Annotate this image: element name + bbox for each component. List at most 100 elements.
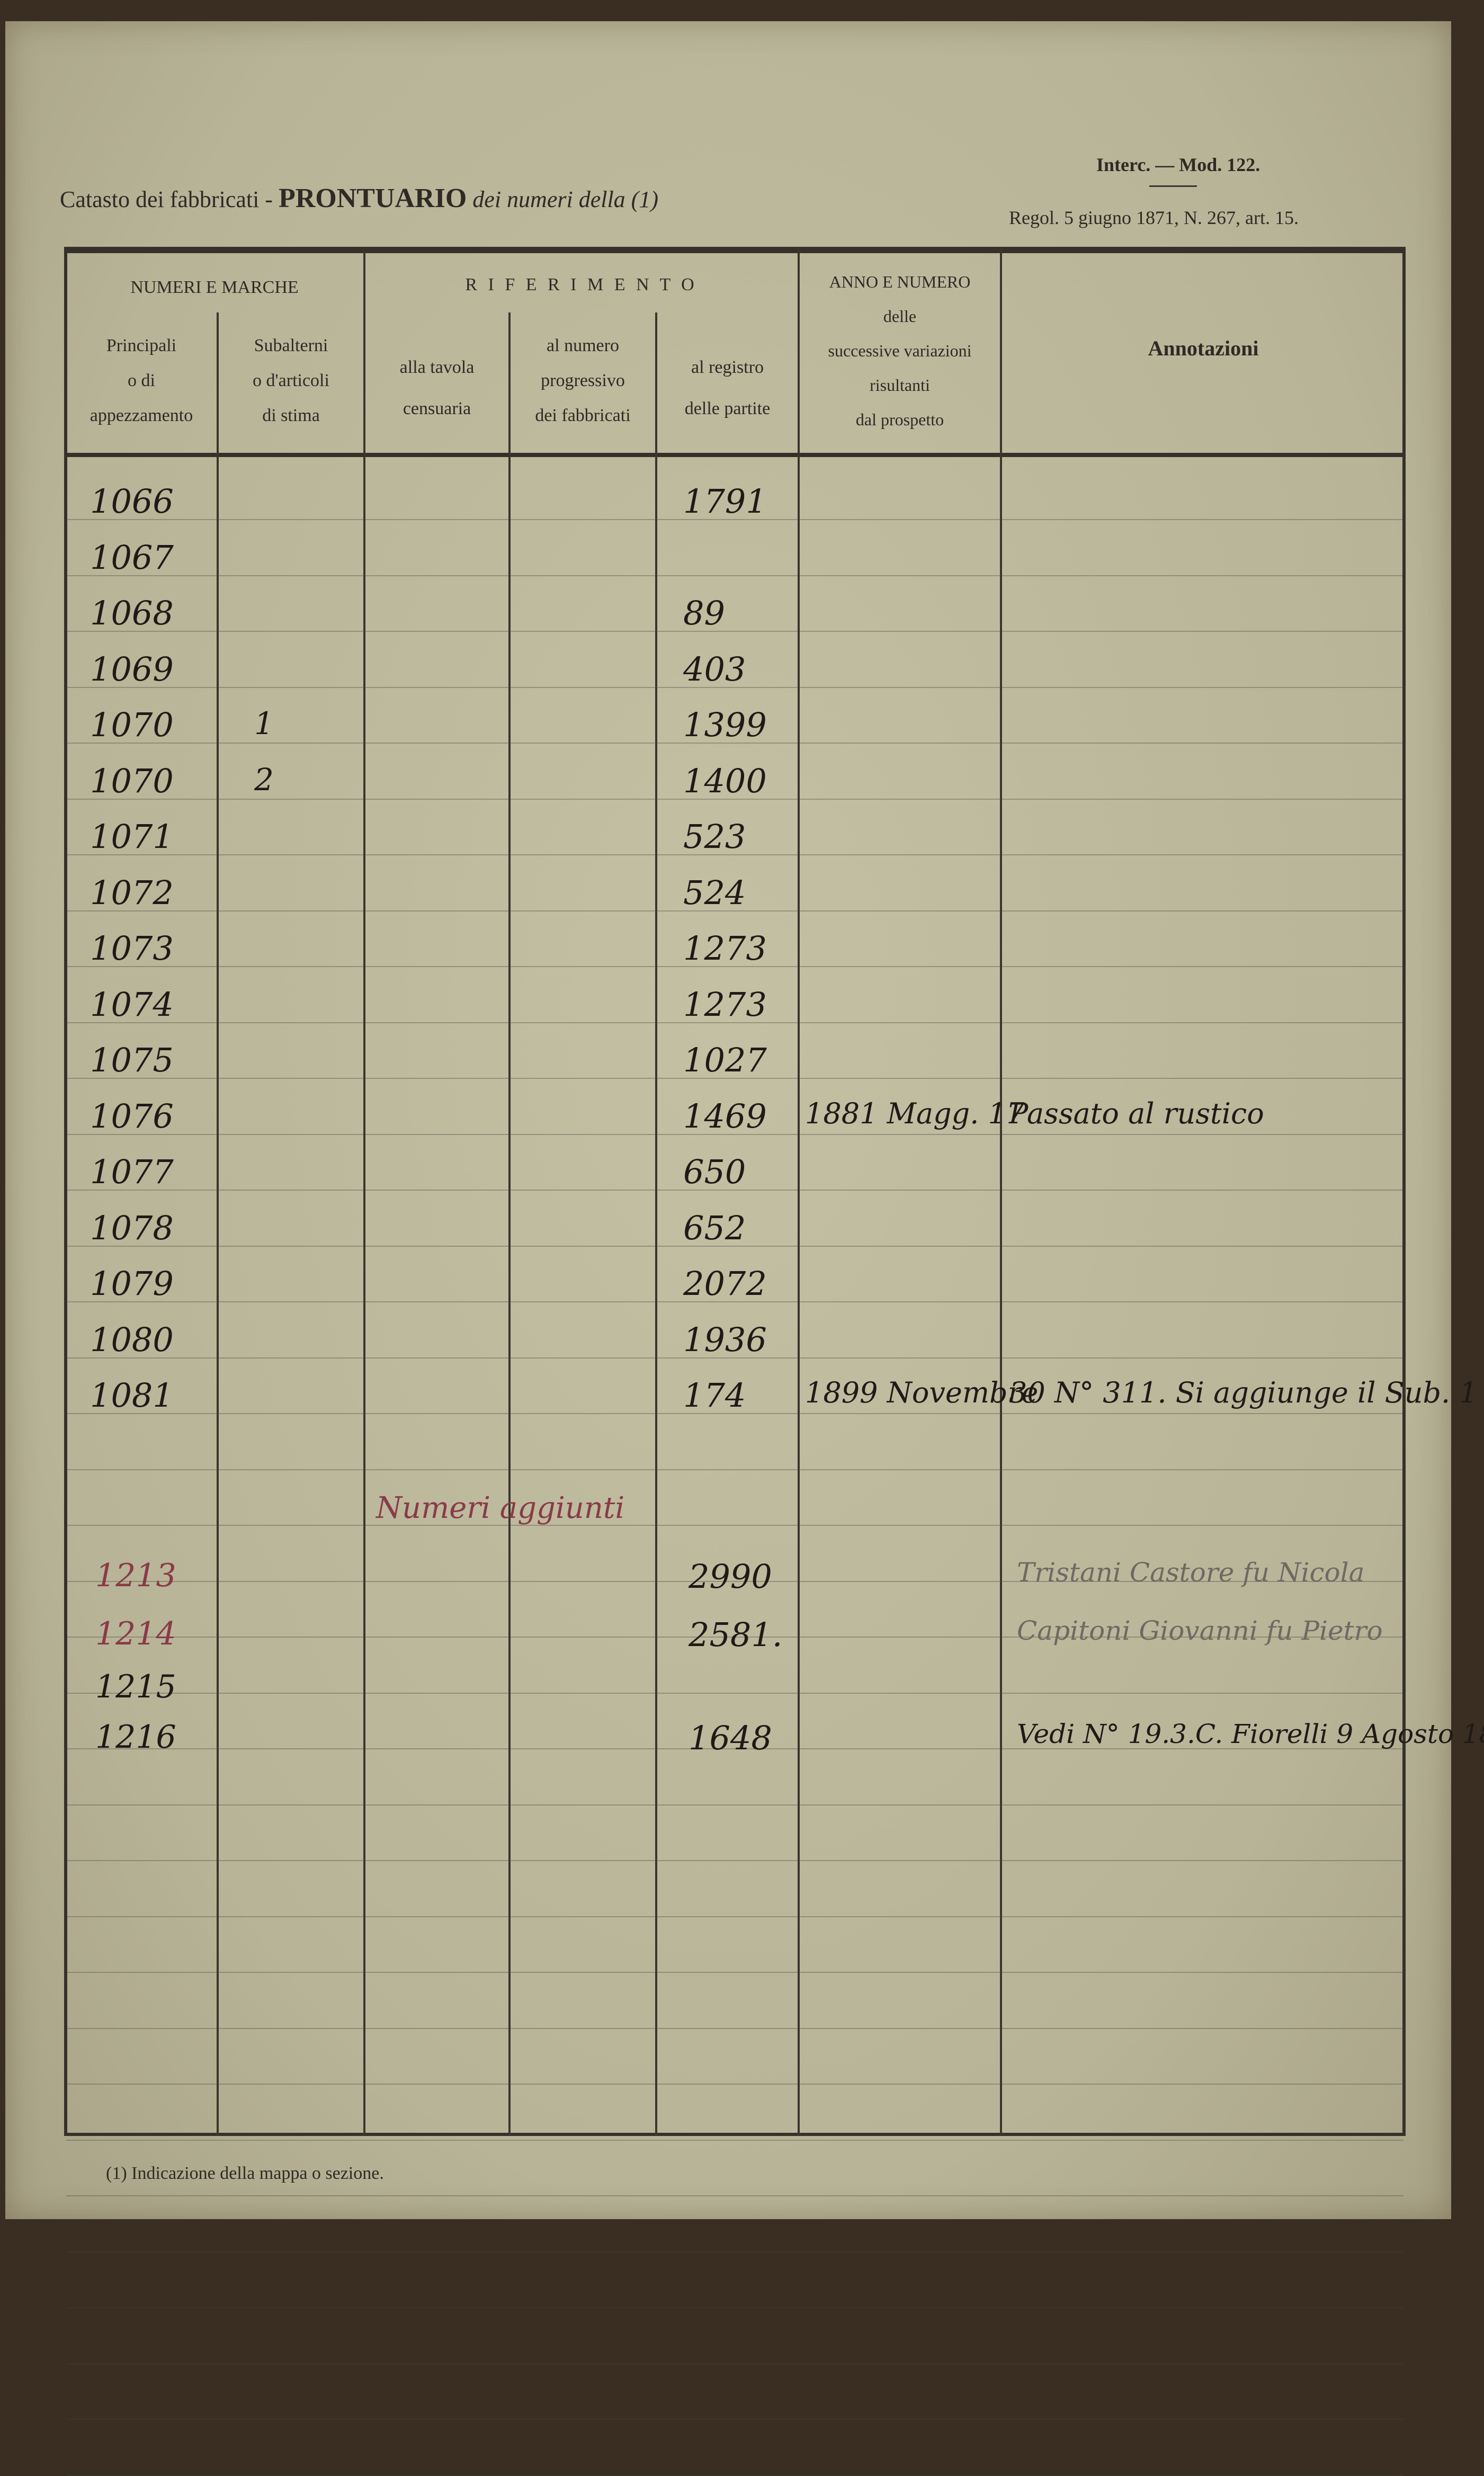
col-subalterni: Subalterni o d'articoli di stima (253, 336, 329, 425)
row-rule (66, 2307, 1403, 2308)
group-riferimento: R I F E R I M E N T O (465, 275, 698, 294)
registry-number: 1936 (683, 1320, 767, 1359)
principal-number: 1066 (90, 482, 174, 521)
principal-number: 1078 (90, 1208, 174, 1247)
registry-number: 1400 (683, 761, 767, 800)
row-rule (66, 2419, 1403, 2420)
col-registro-partite: al registro delle partite (684, 357, 771, 418)
row-rule (66, 854, 1403, 855)
variation-entry: 1899 Novembre (805, 1376, 1039, 1409)
added-annotation: Capitoni Giovanni fu Pietro (1017, 1615, 1383, 1646)
registry-number: 1791 (683, 482, 767, 521)
registry-number: 524 (683, 873, 746, 912)
registry-number: 1273 (683, 929, 767, 968)
col-annotazioni: Annotazioni (1148, 336, 1259, 360)
registry-number: 652 (683, 1208, 746, 1247)
row-rule (66, 1357, 1403, 1358)
row-rule (66, 1580, 1403, 1582)
added-principal-number: 1216 (95, 1719, 176, 1756)
row-rule (66, 1637, 1403, 1638)
registry-number: 650 (683, 1152, 746, 1191)
registry-number: 174 (683, 1376, 746, 1415)
principal-number: 1076 (90, 1096, 174, 1136)
principal-number: 1080 (90, 1320, 174, 1359)
row-rule (66, 1748, 1403, 1749)
added-registry-number: 1648 (689, 1719, 772, 1757)
row-rule (66, 686, 1403, 688)
row-rule (66, 2474, 1403, 2476)
header-bottom-rule (64, 453, 1406, 457)
row-rule (66, 798, 1403, 800)
regulation-reference: Regol. 5 giugno 1871, N. 267, art. 15. (1009, 207, 1299, 228)
register-table (64, 247, 1406, 2136)
registry-number: 523 (683, 817, 746, 856)
row-rule (66, 631, 1403, 632)
row-rule (66, 1972, 1403, 1973)
registry-number: 1273 (683, 985, 767, 1024)
row-rule (66, 1245, 1403, 1247)
subaltern-number: 2 (254, 761, 274, 798)
registry-number: 403 (683, 649, 746, 689)
principal-number: 1074 (90, 985, 174, 1024)
row-rule (66, 2027, 1403, 2029)
principal-number: 1070 (90, 761, 174, 800)
row-rule (66, 1190, 1403, 1191)
annotation-entry: Passato al rustico (1009, 1096, 1264, 1130)
row-rule (66, 519, 1403, 520)
row-rule (66, 1804, 1403, 1805)
header-divider (1149, 185, 1197, 187)
principal-number: 1070 (90, 705, 174, 744)
row-rule (66, 1469, 1403, 1470)
row-rule (66, 1301, 1403, 1302)
row-rule (66, 910, 1403, 911)
row-rule (66, 1692, 1403, 1694)
registry-number: 1027 (683, 1041, 767, 1079)
row-rule (66, 1133, 1403, 1135)
row-rule (66, 2139, 1403, 2141)
page-title: Catasto dei fabbricati - PRONTUARIO dei … (60, 183, 658, 214)
row-rule (66, 1916, 1403, 1917)
principal-number: 1073 (90, 929, 174, 968)
registry-number: 89 (683, 594, 725, 632)
added-principal-number: 1213 (95, 1557, 176, 1594)
principal-number: 1071 (90, 817, 174, 856)
title-main: PRONTUARIO (278, 183, 467, 213)
row-rule (66, 1413, 1403, 1414)
annotation-entry: 30 N° 311. Si aggiunge il Sub. 1 · 2 (1009, 1376, 1484, 1409)
title-right: dei numeri della (1) (472, 186, 658, 212)
added-registry-number: 2990 (689, 1557, 772, 1596)
registry-number: 1469 (683, 1096, 767, 1136)
principal-number: 1072 (90, 873, 174, 912)
principal-number: 1069 (90, 649, 174, 689)
footnote: (1) Indicazione della mappa o sezione. (106, 2164, 384, 2183)
row-rule (66, 1860, 1403, 1861)
row-rule (66, 2363, 1403, 2364)
registry-number: 2072 (683, 1264, 767, 1303)
ledger-page (5, 21, 1451, 2219)
col-numero-progressivo: al numero progressivo dei fabbricati (535, 336, 631, 425)
title-left: Catasto dei fabbricati - (60, 186, 273, 212)
principal-number: 1075 (90, 1041, 174, 1079)
added-annotation: Vedi N° 19.3.C. Fiorelli 9 Agosto 1889. (1017, 1719, 1484, 1749)
principal-number: 1077 (90, 1152, 174, 1191)
principal-number: 1068 (90, 594, 174, 632)
group-numeri-marche: NUMERI E MARCHE (130, 278, 299, 297)
subaltern-number: 1 (254, 705, 274, 741)
row-rule (66, 966, 1403, 967)
row-rule (66, 2251, 1403, 2252)
col-tavola-censuaria: alla tavola censuaria (399, 357, 475, 418)
principal-number: 1079 (90, 1264, 174, 1303)
row-rule (66, 1525, 1403, 1526)
row-rule (66, 1022, 1403, 1023)
registry-number: 1399 (683, 705, 767, 744)
variation-entry: 1881 Magg. 17 (805, 1096, 1025, 1130)
principal-number: 1081 (90, 1376, 174, 1415)
row-rule (66, 575, 1403, 576)
col-variazioni: ANNO E NUMERO delle successive variazion… (828, 272, 972, 429)
model-number: Interc. — Mod. 122. (1096, 154, 1260, 175)
added-registry-number: 2581. (689, 1615, 783, 1654)
added-principal-number: 1215 (95, 1668, 176, 1705)
added-annotation: Tristani Castore fu Nicola (1017, 1557, 1365, 1588)
added-principal-number: 1214 (95, 1615, 176, 1652)
row-rule (66, 1078, 1403, 1079)
